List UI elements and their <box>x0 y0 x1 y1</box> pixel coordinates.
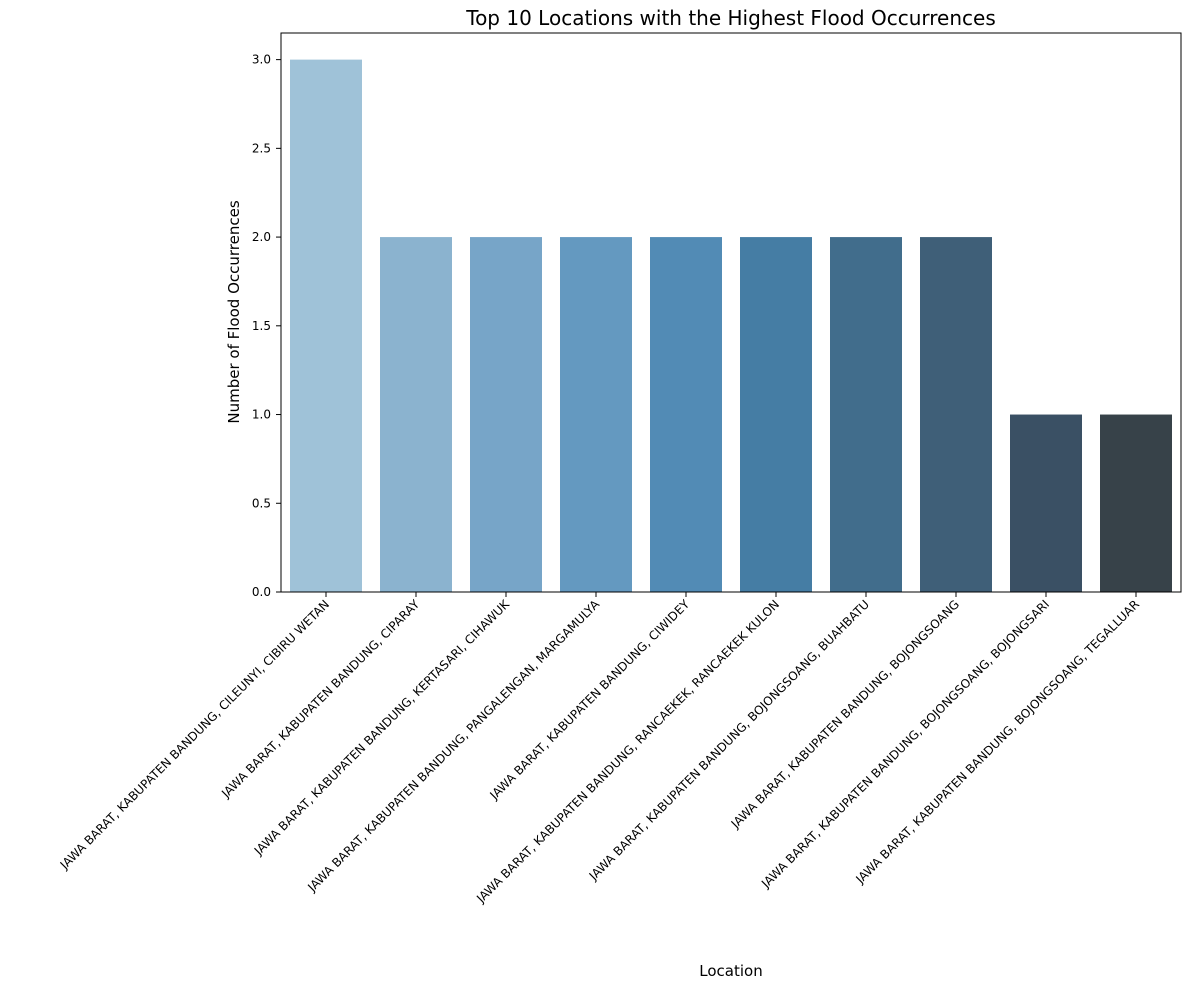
y-tick-label: 1.0 <box>252 408 271 422</box>
bar-9 <box>1010 414 1082 592</box>
y-tick-label: 2.5 <box>252 141 271 155</box>
y-axis: 0.0 0.5 1.0 1.5 2.0 2.5 3.0 <box>252 53 281 599</box>
x-tick-label: JAWA BARAT, KABUPATEN BANDUNG, BOJONGSOA… <box>853 597 1143 887</box>
bar-10 <box>1100 414 1172 592</box>
bar-8 <box>920 237 992 593</box>
bar-1 <box>290 59 362 593</box>
bar-6 <box>740 237 812 593</box>
y-tick-label: 1.5 <box>252 319 271 333</box>
bar-4 <box>560 237 632 593</box>
x-tick-label: JAWA BARAT, KABUPATEN BANDUNG, PANGALENG… <box>304 597 602 895</box>
x-tick-label: JAWA BARAT, KABUPATEN BANDUNG, BOJONGSOA… <box>758 597 1052 891</box>
y-tick-label: 2.0 <box>252 230 271 244</box>
y-tick-label: 3.0 <box>252 53 271 67</box>
x-axis: JAWA BARAT, KABUPATEN BANDUNG, CILEUNYI,… <box>57 592 1142 906</box>
x-axis-label: Location <box>699 962 762 980</box>
bars-group <box>290 59 1172 593</box>
y-axis-label: Number of Flood Occurrences <box>225 200 243 423</box>
x-tick-label: JAWA BARAT, KABUPATEN BANDUNG, CIWIDEY <box>486 597 692 803</box>
y-tick-label: 0.0 <box>252 585 271 599</box>
bar-3 <box>470 237 542 593</box>
plot-frame <box>280 32 1182 593</box>
bar-2 <box>380 237 452 593</box>
bar-7 <box>830 237 902 593</box>
chart-title: Top 10 Locations with the Highest Flood … <box>465 6 996 30</box>
y-tick-label: 0.5 <box>252 496 271 510</box>
x-tick-label: JAWA BARAT, KABUPATEN BANDUNG, RANCAEKEK… <box>473 597 782 906</box>
bar-5 <box>650 237 722 593</box>
x-tick-label: JAWA BARAT, KABUPATEN BANDUNG, CIPARAY <box>218 597 422 801</box>
